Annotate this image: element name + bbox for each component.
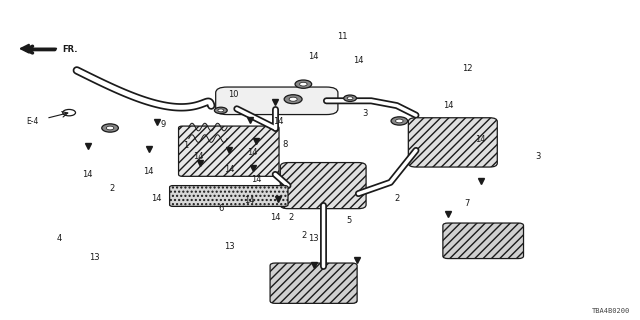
Text: E-4: E-4 <box>26 117 38 126</box>
Circle shape <box>295 80 312 88</box>
Text: 10: 10 <box>228 90 239 99</box>
Text: FR.: FR. <box>63 45 78 54</box>
Text: 13: 13 <box>224 242 234 251</box>
Text: 2: 2 <box>301 231 307 240</box>
Text: 14: 14 <box>244 196 255 204</box>
Text: 6: 6 <box>218 204 223 212</box>
Text: 14: 14 <box>273 117 284 126</box>
FancyBboxPatch shape <box>408 118 497 167</box>
Text: 7: 7 <box>465 199 470 208</box>
Text: 14: 14 <box>193 152 204 161</box>
Circle shape <box>214 107 227 114</box>
FancyBboxPatch shape <box>270 263 357 303</box>
FancyBboxPatch shape <box>179 126 279 176</box>
Text: 14: 14 <box>270 213 280 222</box>
Circle shape <box>102 124 118 132</box>
Text: 14: 14 <box>353 56 364 65</box>
Text: TBA4B0200: TBA4B0200 <box>592 308 630 314</box>
Text: 3: 3 <box>535 152 540 161</box>
Text: 14: 14 <box>475 135 485 144</box>
Text: 14: 14 <box>83 170 93 179</box>
Circle shape <box>348 97 353 100</box>
FancyBboxPatch shape <box>280 163 366 209</box>
Circle shape <box>284 95 302 104</box>
Text: 4: 4 <box>57 234 62 243</box>
FancyBboxPatch shape <box>443 223 524 259</box>
FancyBboxPatch shape <box>170 186 288 206</box>
Text: 13: 13 <box>90 253 100 262</box>
Text: 2: 2 <box>289 213 294 222</box>
Text: 11: 11 <box>337 32 348 41</box>
Text: 1: 1 <box>183 141 188 150</box>
Circle shape <box>63 109 76 116</box>
Text: 8: 8 <box>282 140 287 148</box>
Text: 14: 14 <box>224 165 234 174</box>
Text: 14: 14 <box>248 148 258 156</box>
Text: 12: 12 <box>462 64 472 73</box>
Circle shape <box>300 82 307 86</box>
Text: 5: 5 <box>346 216 351 225</box>
Circle shape <box>289 97 297 101</box>
Text: 2: 2 <box>109 184 115 193</box>
Circle shape <box>396 119 403 123</box>
Circle shape <box>218 109 224 112</box>
Text: 2: 2 <box>394 194 399 203</box>
Circle shape <box>344 95 356 101</box>
FancyBboxPatch shape <box>216 87 338 115</box>
Circle shape <box>106 126 114 130</box>
Text: 14: 14 <box>308 52 319 60</box>
Text: 3: 3 <box>362 109 367 118</box>
Text: 13: 13 <box>308 234 319 243</box>
Text: 14: 14 <box>443 101 453 110</box>
Circle shape <box>391 117 408 125</box>
Text: 14: 14 <box>143 167 154 176</box>
Text: 14: 14 <box>152 194 162 203</box>
Text: 9: 9 <box>161 120 166 129</box>
Text: 14: 14 <box>251 175 261 184</box>
